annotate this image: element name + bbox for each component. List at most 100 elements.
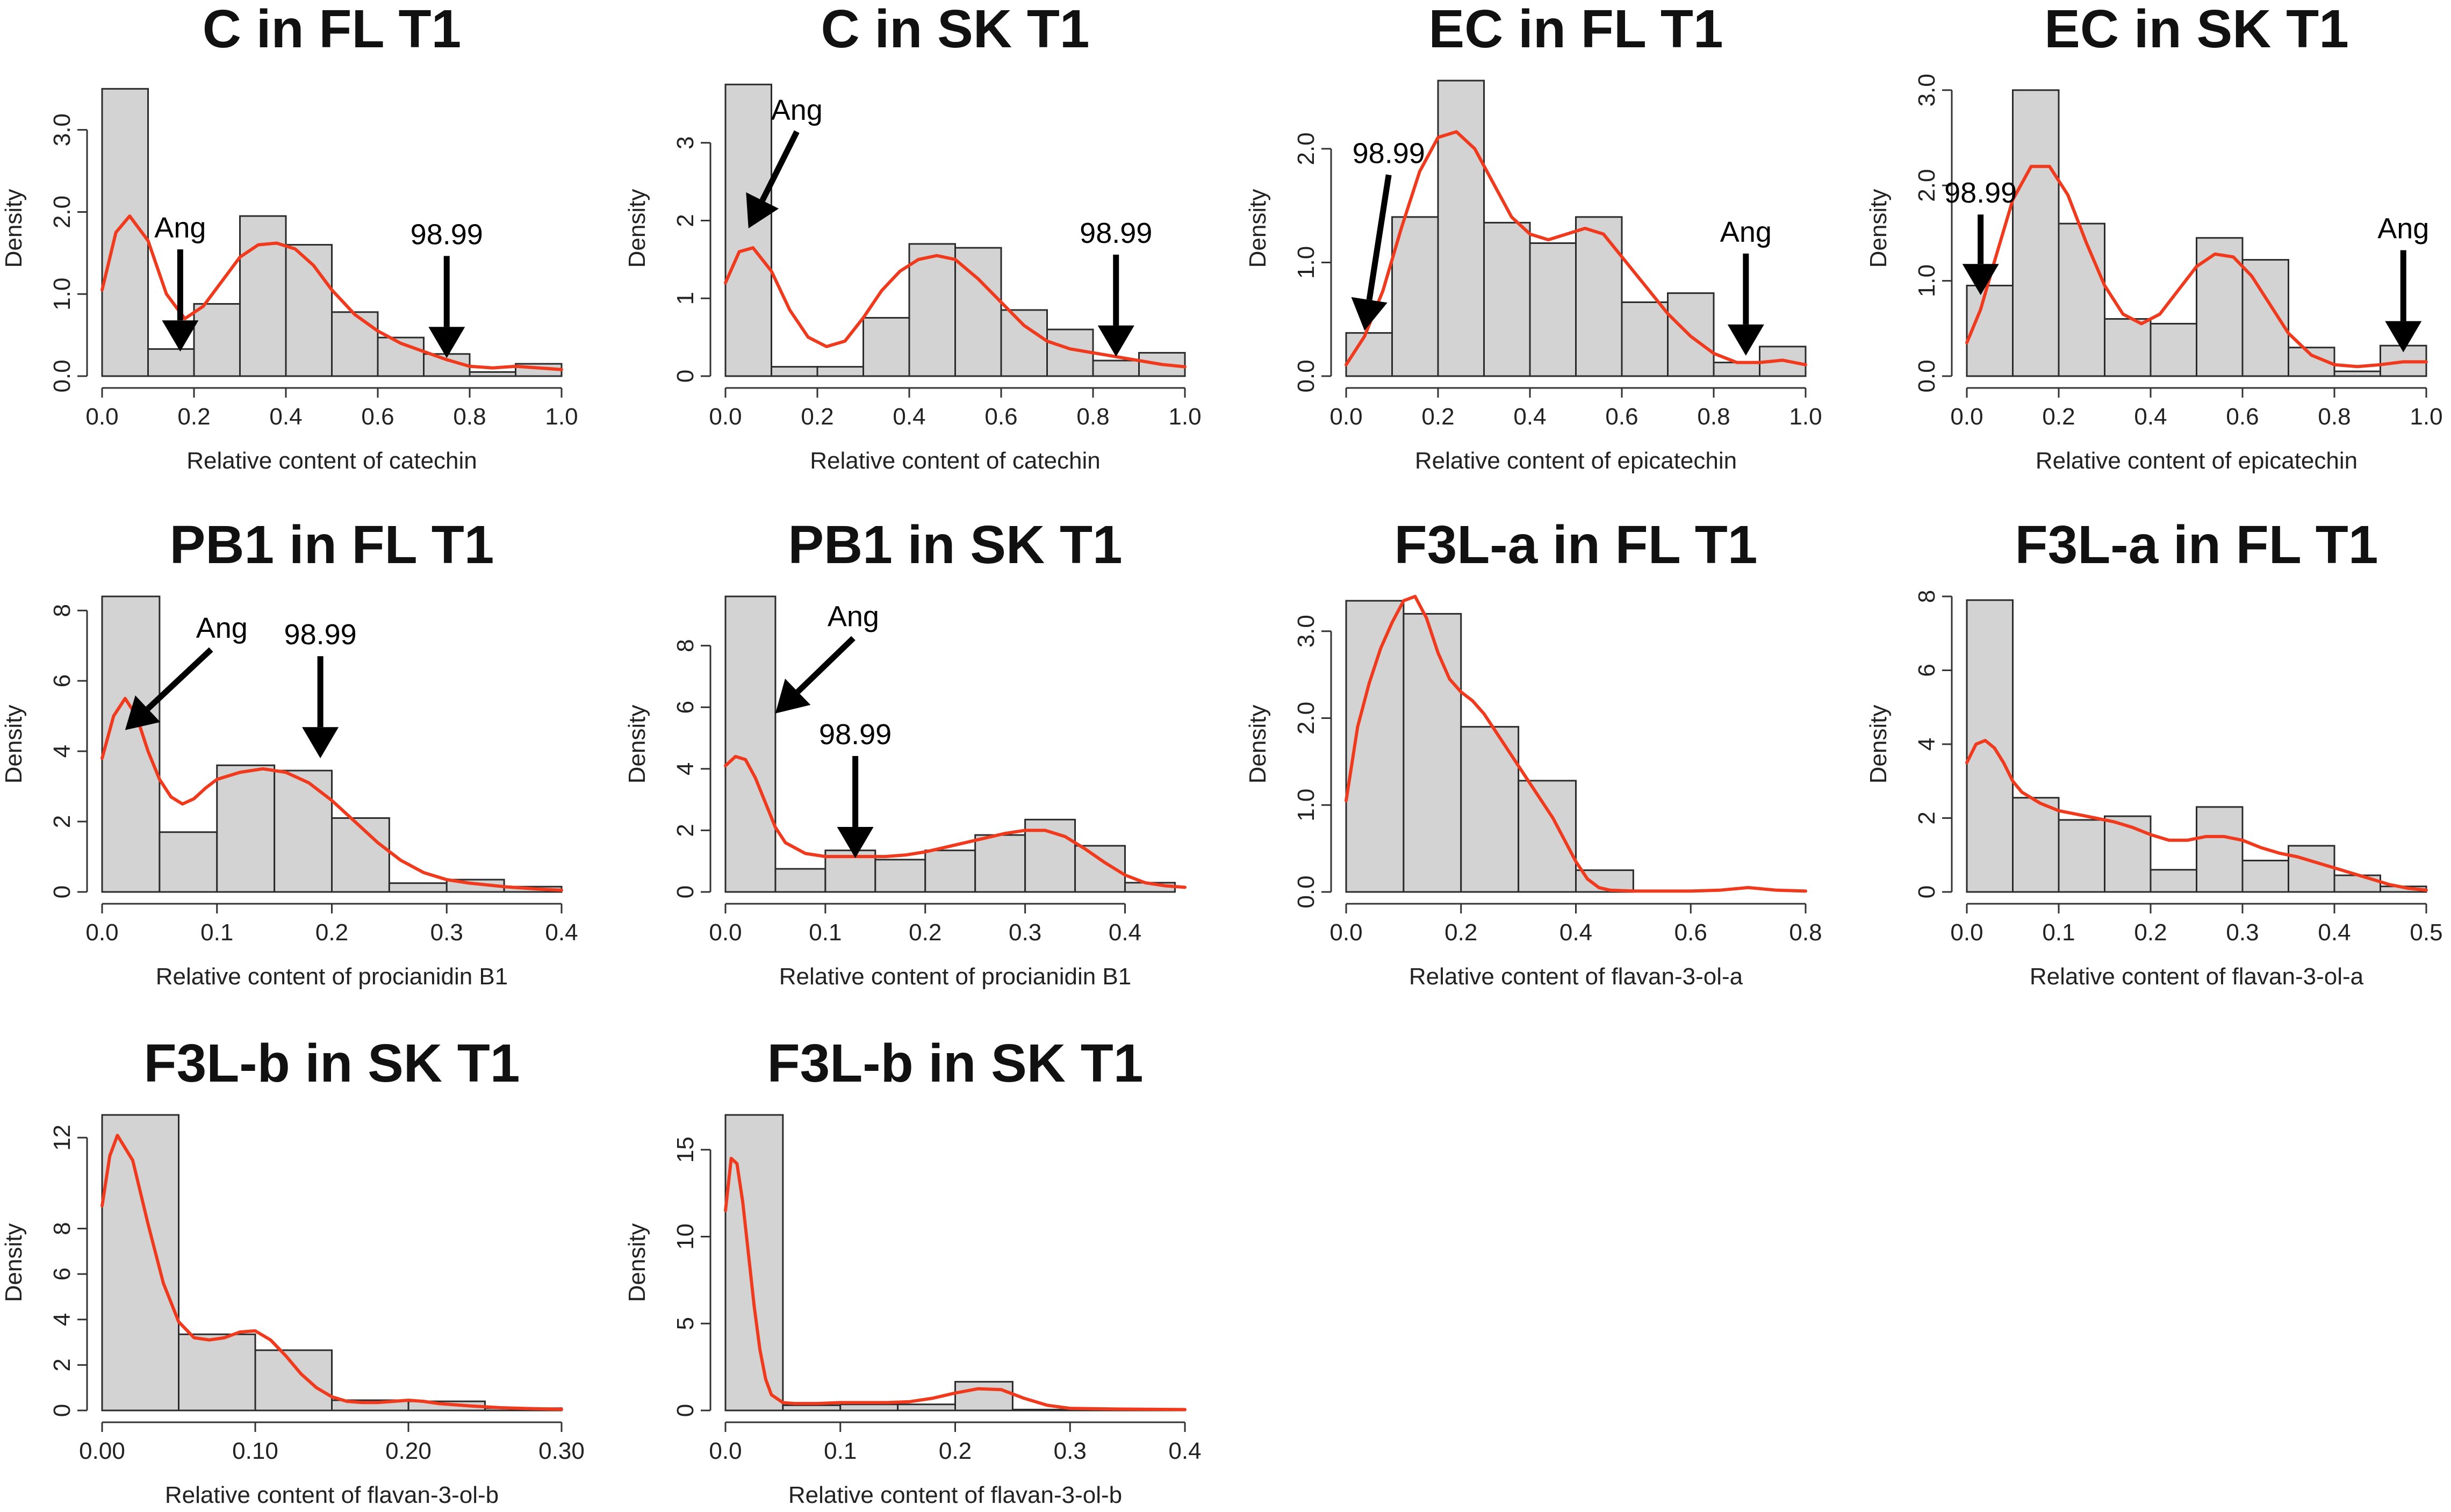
density-curve bbox=[724, 246, 1187, 369]
x-tick-label: 1.0 bbox=[1789, 404, 1822, 430]
x-tick-label: 0.5 bbox=[2410, 919, 2442, 946]
y-tick-label: 1.0 bbox=[1293, 789, 1319, 822]
y-tick-label: 8 bbox=[49, 604, 75, 617]
histogram-bar bbox=[285, 244, 333, 377]
histogram-bar bbox=[388, 882, 448, 893]
y-tick-label: 6 bbox=[49, 674, 75, 687]
x-axis-label: Relative content of catechin bbox=[810, 448, 1101, 474]
density-curve bbox=[1345, 595, 1807, 893]
y-tick-label: 2.0 bbox=[49, 196, 75, 228]
x-tick-label: 0.6 bbox=[984, 404, 1017, 430]
x-axis-label: Relative content of catechin bbox=[186, 448, 477, 474]
histogram-bar bbox=[2058, 819, 2105, 893]
y-tick-label: 1 bbox=[672, 292, 699, 305]
y-axis-label: Density bbox=[1865, 189, 1892, 268]
y-tick-label: 0 bbox=[49, 885, 75, 898]
histogram-bar bbox=[2104, 318, 2152, 377]
x-tick-label: 0.4 bbox=[2318, 919, 2351, 946]
panel-9: F3L-b in SK T1 0.00 0.10 0.20 0.30 0 2 4 6 8 12 Rel… bbox=[1, 1033, 585, 1508]
histogram-bar bbox=[2150, 869, 2197, 893]
y-tick-label: 1.0 bbox=[49, 278, 75, 311]
y-tick-label: 2 bbox=[1914, 811, 1940, 824]
y-tick-label: 2 bbox=[672, 824, 699, 837]
histogram-bar bbox=[908, 243, 956, 377]
x-tick-label: 0.0 bbox=[1329, 919, 1362, 946]
x-tick-label: 0.8 bbox=[1789, 919, 1822, 946]
histogram-bar bbox=[331, 311, 379, 377]
histogram-bar bbox=[874, 859, 926, 893]
x-tick-label: 0.3 bbox=[430, 919, 463, 946]
y-tick-label: 0.0 bbox=[1914, 359, 1940, 392]
y-tick-label: 4 bbox=[1914, 738, 1940, 751]
histogram-bar bbox=[816, 366, 864, 377]
y-axis-label: Density bbox=[1245, 189, 1271, 268]
panel-title: C in SK T1 bbox=[821, 0, 1089, 59]
annotation-arrow: Ang bbox=[2377, 213, 2429, 352]
annotation-arrow: 98.99 bbox=[411, 218, 483, 358]
histogram-bar bbox=[2058, 222, 2105, 377]
y-tick-label: 0 bbox=[672, 1404, 699, 1417]
density-curve bbox=[1345, 130, 1807, 366]
histogram-bar bbox=[2241, 860, 2289, 893]
histogram-bar bbox=[1529, 242, 1577, 377]
x-axis-label: Relative content of flavan-3-ol-a bbox=[2030, 963, 2364, 990]
x-axis-label: Relative content of procianidin B1 bbox=[779, 963, 1132, 990]
x-tick-label: 0.0 bbox=[709, 1438, 742, 1464]
y-tick-label: 8 bbox=[1914, 590, 1940, 603]
histogram-bar bbox=[1483, 221, 1531, 377]
y-tick-label: 12 bbox=[49, 1125, 75, 1151]
y-tick-label: 1.0 bbox=[1293, 246, 1319, 279]
histogram-bar bbox=[897, 1403, 956, 1412]
panel-7: F3L-a in FL T1 0.0 0.2 0.4 0.6 0.8 0.0 1.0 2.0 3.… bbox=[1245, 515, 1822, 990]
y-tick-label: 1.0 bbox=[1914, 264, 1940, 297]
annotation-label: Ang bbox=[196, 612, 248, 644]
x-tick-label: 0.4 bbox=[545, 919, 578, 946]
x-tick-label: 0.1 bbox=[2042, 919, 2075, 946]
x-tick-label: 0.4 bbox=[1513, 404, 1546, 430]
x-tick-label: 0.3 bbox=[1054, 1438, 1087, 1464]
x-tick-label: 0.6 bbox=[1674, 919, 1707, 946]
x-tick-label: 0.1 bbox=[200, 919, 233, 946]
x-tick-label: 0.4 bbox=[1168, 1438, 1201, 1464]
annotation-arrow: Ang bbox=[125, 612, 248, 730]
y-axis-label: Density bbox=[1245, 705, 1271, 784]
density-curve bbox=[724, 1156, 1187, 1412]
density-curve bbox=[100, 214, 563, 371]
y-tick-label: 0 bbox=[672, 370, 699, 383]
annotation-arrow: Ang bbox=[1720, 216, 1772, 356]
density-curve bbox=[1965, 164, 2428, 369]
histogram-bar bbox=[2150, 322, 2197, 377]
panel-title: F3L-a in FL T1 bbox=[2015, 515, 2378, 575]
y-tick-label: 4 bbox=[672, 762, 699, 775]
y-tick-label: 2 bbox=[49, 1358, 75, 1371]
x-tick-label: 0.2 bbox=[2042, 404, 2075, 430]
histogram-bar bbox=[1391, 216, 1439, 377]
x-tick-label: 0.2 bbox=[1444, 919, 1477, 946]
histogram-bar bbox=[954, 247, 1002, 377]
y-axis-label: Density bbox=[1, 1223, 27, 1302]
histogram-bar bbox=[178, 1333, 256, 1412]
annotation-arrow: 98.99 bbox=[1080, 217, 1152, 357]
x-tick-label: 0.00 bbox=[79, 1438, 125, 1464]
histogram-bar bbox=[924, 849, 976, 893]
y-tick-label: 4 bbox=[49, 1313, 75, 1326]
histogram-bar bbox=[1460, 726, 1520, 893]
histogram-bar bbox=[2333, 874, 2381, 893]
histogram-bar bbox=[782, 1404, 842, 1412]
annotation-arrow: 98.99 bbox=[1944, 177, 2017, 296]
y-axis-label: Density bbox=[624, 189, 650, 268]
histogram-bar bbox=[239, 215, 287, 377]
histogram-bar bbox=[2288, 845, 2335, 893]
x-tick-label: 0.30 bbox=[538, 1438, 585, 1464]
annotation-arrow: 98.99 bbox=[1351, 137, 1425, 331]
panel-title: F3L-a in FL T1 bbox=[1395, 515, 1758, 575]
panel-title: F3L-b in SK T1 bbox=[144, 1033, 520, 1093]
x-axis-label: Relative content of procianidin B1 bbox=[156, 963, 508, 990]
histogram-bar bbox=[274, 769, 333, 893]
x-tick-label: 0.0 bbox=[1950, 919, 1983, 946]
x-tick-label: 0.10 bbox=[232, 1438, 278, 1464]
histogram-bar bbox=[1966, 284, 2014, 377]
x-tick-label: 0.0 bbox=[1950, 404, 1983, 430]
histogram-bar bbox=[2196, 806, 2244, 893]
histogram-bar bbox=[469, 371, 516, 377]
